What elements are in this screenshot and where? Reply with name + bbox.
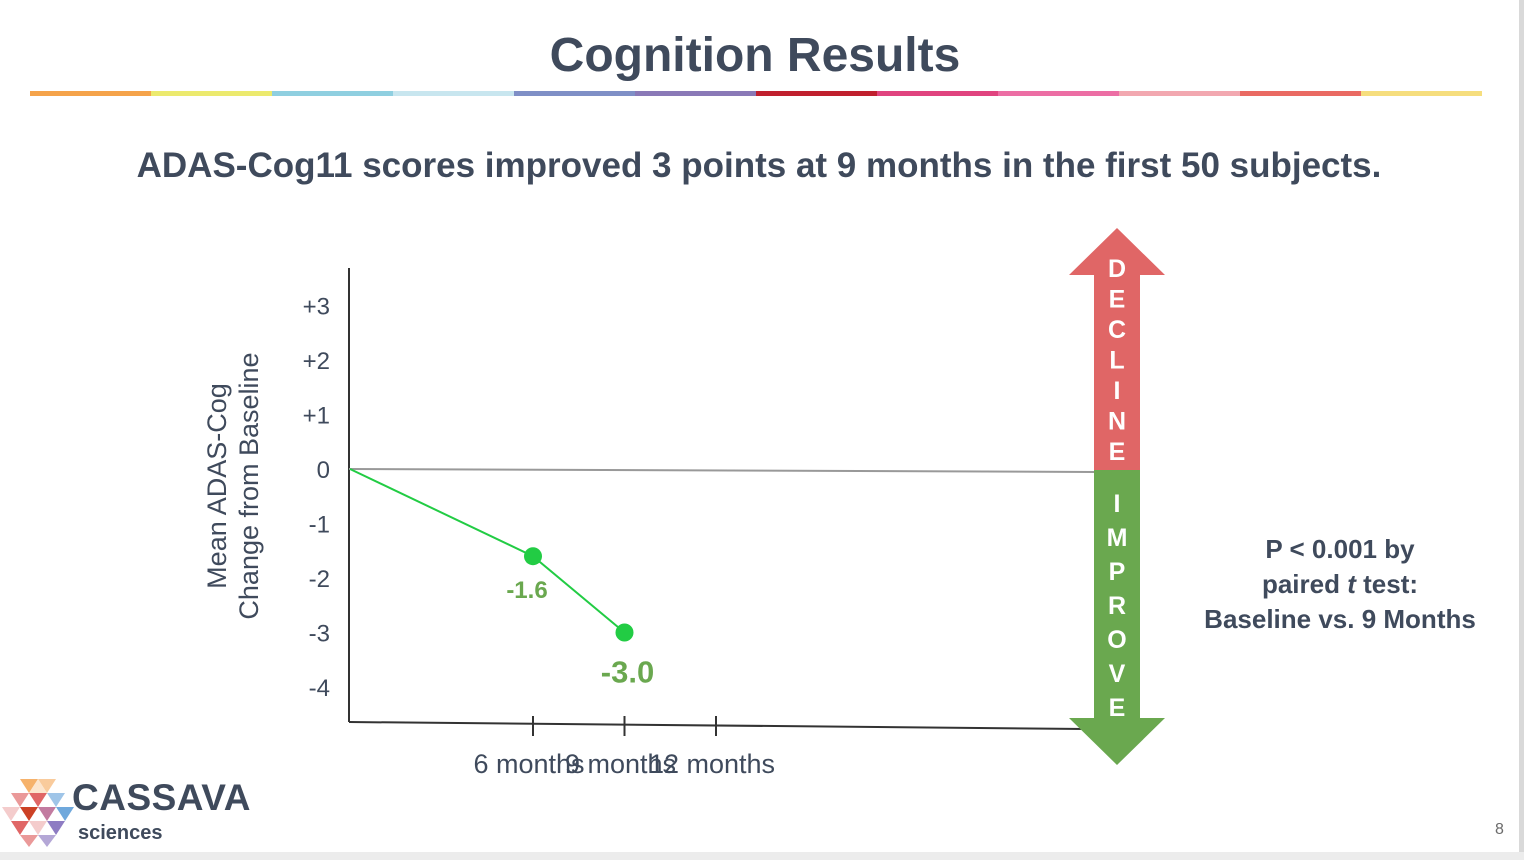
- data-point: [524, 547, 542, 566]
- p-value-line-2: paired t test:: [1261, 569, 1419, 599]
- title-color-bar: [30, 91, 1482, 96]
- decline-letter: E: [1109, 286, 1126, 314]
- y-tick-label: +2: [303, 348, 330, 375]
- title-bar-segment: [877, 91, 998, 96]
- improve-letter: I: [1114, 490, 1121, 518]
- title-bar-segment: [272, 91, 393, 96]
- improve-letter: R: [1108, 592, 1126, 620]
- logo-subtitle: sciences: [78, 822, 163, 844]
- y-tick-label: -1: [309, 512, 330, 539]
- italic-t: t: [1347, 569, 1356, 599]
- data-label: -3.0: [601, 655, 654, 690]
- decline-letter: E: [1109, 438, 1126, 466]
- series-line: [349, 468, 626, 634]
- slide-title: Cognition Results: [549, 29, 961, 82]
- title-bar-segment: [635, 91, 756, 96]
- title-bar-segment: [1361, 91, 1482, 96]
- y-tick-label: +1: [303, 403, 330, 430]
- title-bar-segment: [756, 91, 877, 96]
- title-bar-segment: [1240, 91, 1361, 96]
- logo-wordmark: CASSAVA: [72, 777, 251, 818]
- slide-right-edge: [1519, 0, 1524, 860]
- data-point: [615, 623, 634, 642]
- title-bar-segment: [514, 91, 635, 96]
- title-bar-segment: [393, 91, 514, 96]
- slide-subtitle: ADAS-Cog11 scores improved 3 points at 9…: [136, 146, 1382, 185]
- improve-letter: M: [1107, 524, 1128, 552]
- cassava-logo: CASSAVA sciences: [0, 773, 280, 853]
- title-bar-segment: [30, 91, 151, 96]
- zero-baseline: [348, 468, 1096, 473]
- title-bar-segment: [151, 91, 272, 96]
- decline-arrow: [1069, 228, 1165, 470]
- decline-letter: C: [1108, 316, 1126, 344]
- page-number: 8: [1495, 821, 1504, 838]
- y-tick-label: +3: [303, 294, 330, 321]
- x-tick-label: 9 months: [565, 749, 676, 779]
- y-tick-label: -3: [309, 621, 330, 648]
- improve-arrow: [1069, 470, 1165, 765]
- decline-letter: I: [1114, 377, 1121, 405]
- y-tick-label: -2: [309, 566, 330, 593]
- data-label: -1.6: [506, 577, 547, 604]
- decline-letter: L: [1109, 347, 1124, 375]
- decline-letter: D: [1108, 255, 1126, 283]
- decline-letter: N: [1108, 408, 1126, 436]
- title-bar-segment: [1119, 91, 1240, 96]
- p-value-line-1: P < 0.001 by: [1265, 534, 1415, 564]
- p-value-line-3: Baseline vs. 9 Months: [1204, 604, 1476, 634]
- improve-letter: O: [1107, 626, 1126, 654]
- y-tick-label: -4: [309, 675, 330, 702]
- improve-letter: E: [1109, 694, 1126, 722]
- y-tick-label: 0: [317, 457, 330, 484]
- slide-bottom-edge: [0, 852, 1524, 860]
- improve-letter: V: [1109, 660, 1126, 688]
- improve-letter: P: [1109, 558, 1126, 586]
- x-tick-label: 12 months: [649, 749, 775, 779]
- p-value-note: P < 0.001 by paired t test: Baseline vs.…: [1180, 532, 1500, 637]
- logo-mark-icon: [2, 779, 74, 847]
- x-tick-label: 6 months: [473, 749, 584, 779]
- title-bar-segment: [998, 91, 1119, 96]
